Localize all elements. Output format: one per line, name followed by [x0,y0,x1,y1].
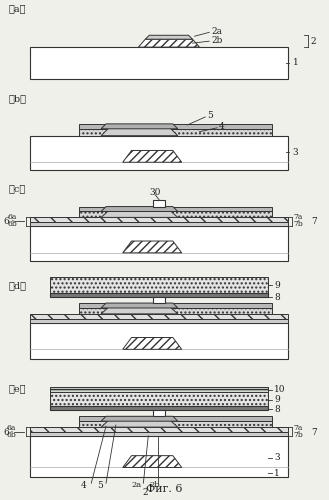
Text: 7b: 7b [294,220,304,228]
Bar [80,308,272,314]
Bar [80,303,272,308]
Bar [80,212,272,218]
Bar [80,206,272,212]
Text: 1: 1 [293,58,298,68]
Text: 3: 3 [293,148,298,157]
Bar [153,200,165,206]
Text: 9: 9 [274,281,280,290]
Bar [80,421,272,427]
Text: 2a: 2a [131,481,141,489]
Text: 7a: 7a [294,214,303,222]
Text: 2a: 2a [211,27,222,36]
Polygon shape [123,241,182,253]
Polygon shape [101,306,178,314]
Text: 30: 30 [149,188,161,198]
Text: （a）: （a） [9,4,26,13]
Text: 1: 1 [274,469,280,478]
Text: 2: 2 [142,488,148,496]
Text: 8: 8 [274,292,280,302]
Bar [30,427,288,432]
Text: 6a: 6a [8,214,17,222]
Text: Фиг. 6: Фиг. 6 [146,484,182,494]
Bar [50,293,268,297]
Bar [50,386,268,392]
Polygon shape [101,206,178,212]
Bar [153,410,165,416]
Bar [30,436,288,478]
Text: 7: 7 [312,428,317,436]
Bar [30,218,288,222]
Bar [30,432,288,436]
Bar [80,124,272,129]
Polygon shape [123,150,182,162]
Text: 2b: 2b [211,36,223,44]
Polygon shape [139,39,199,47]
Text: 4: 4 [81,480,86,490]
Bar [30,226,288,260]
Text: 6b: 6b [8,220,17,228]
Bar [30,136,288,170]
Text: 8: 8 [274,405,280,414]
Text: 5: 5 [97,480,103,490]
Bar [30,322,288,359]
Bar [50,392,268,406]
Bar [50,406,268,410]
Polygon shape [101,419,178,427]
Text: 7b: 7b [294,431,304,439]
Polygon shape [101,303,178,308]
Bar [80,416,272,421]
Bar [30,47,288,78]
Bar [153,297,165,303]
Text: 6a: 6a [7,424,16,432]
Bar [80,129,272,136]
Text: 7a: 7a [294,424,303,432]
Polygon shape [101,124,178,129]
Text: 10: 10 [274,385,286,394]
Bar [50,278,268,293]
Text: （e）: （e） [9,384,26,393]
Text: 5: 5 [207,112,213,120]
Polygon shape [123,338,182,349]
Text: 2b: 2b [150,481,161,489]
Text: 4: 4 [219,122,225,132]
Bar [30,222,288,226]
Text: 6: 6 [4,217,10,226]
Text: 3: 3 [274,453,280,462]
Polygon shape [101,210,178,218]
Polygon shape [101,127,178,136]
Text: （c）: （c） [9,184,26,194]
Text: （d）: （d） [9,281,27,290]
Text: 2: 2 [311,36,316,46]
Text: 6b: 6b [7,431,16,439]
Polygon shape [101,416,178,421]
Text: 9: 9 [274,395,280,404]
Bar [30,319,288,322]
Text: 6: 6 [4,428,10,436]
Text: （b）: （b） [9,94,27,103]
Polygon shape [123,456,182,468]
Polygon shape [145,36,192,39]
Bar [30,314,288,319]
Text: 7: 7 [312,217,317,226]
